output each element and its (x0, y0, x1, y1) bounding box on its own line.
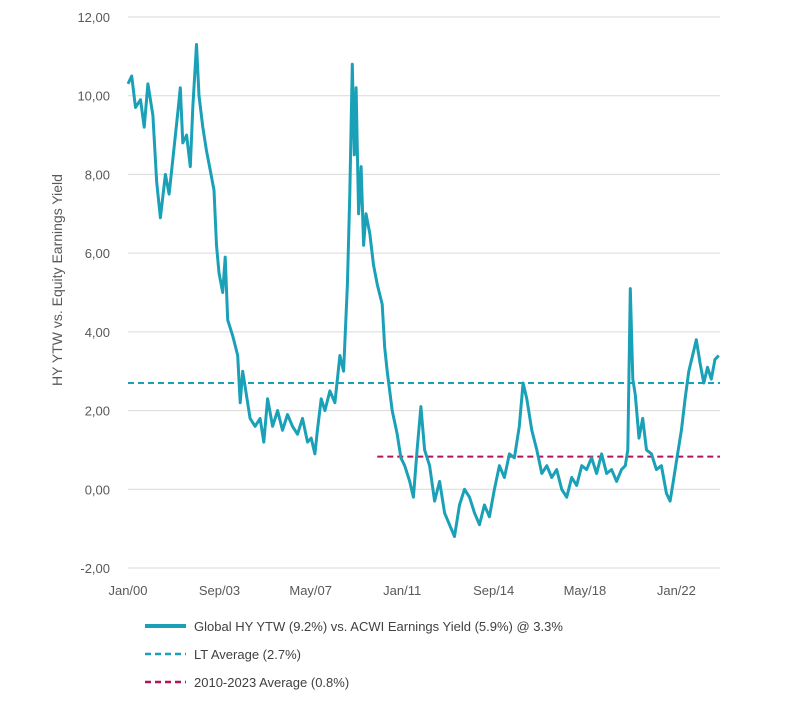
y-tick-label: 2,00 (85, 404, 110, 419)
legend-item-lt-average: LT Average (2.7%) (194, 647, 301, 662)
series-line-hy-vs-earnings (126, 43, 720, 538)
y-tick-label: 4,00 (85, 325, 110, 340)
y-tick-label: 12,00 (77, 10, 110, 25)
y-tick-labels: -2,00 0,00 2,00 4,00 6,00 8,00 10,00 12,00 (77, 10, 110, 576)
y-tick-label: -2,00 (80, 561, 110, 576)
y-tick-label: 6,00 (85, 246, 110, 261)
y-tick-label: 10,00 (77, 89, 110, 104)
legend: Global HY YTW (9.2%) vs. ACWI Earnings Y… (145, 619, 563, 690)
legend-item-2010-2023-average: 2010-2023 Average (0.8%) (194, 675, 349, 690)
series-lines (126, 43, 720, 538)
x-tick-label: May/07 (289, 583, 332, 598)
y-axis-title: HY YTW vs. Equity Earnings Yield (49, 174, 65, 386)
y-tick-label: 8,00 (85, 167, 110, 182)
x-tick-label: Sep/03 (199, 583, 240, 598)
x-tick-label: Jan/11 (383, 583, 421, 598)
x-tick-labels: Jan/00 Sep/03 May/07 Jan/11 Sep/14 May/18 Jan/… (108, 583, 695, 598)
x-tick-label: Sep/14 (473, 583, 514, 598)
x-tick-label: Jan/00 (108, 583, 147, 598)
y-tick-label: 0,00 (85, 482, 110, 497)
x-tick-label: May/18 (564, 583, 607, 598)
x-tick-label: Jan/22 (657, 583, 696, 598)
legend-item-hy-vs-earnings: Global HY YTW (9.2%) vs. ACWI Earnings Y… (194, 619, 563, 634)
gridlines (128, 16, 720, 569)
